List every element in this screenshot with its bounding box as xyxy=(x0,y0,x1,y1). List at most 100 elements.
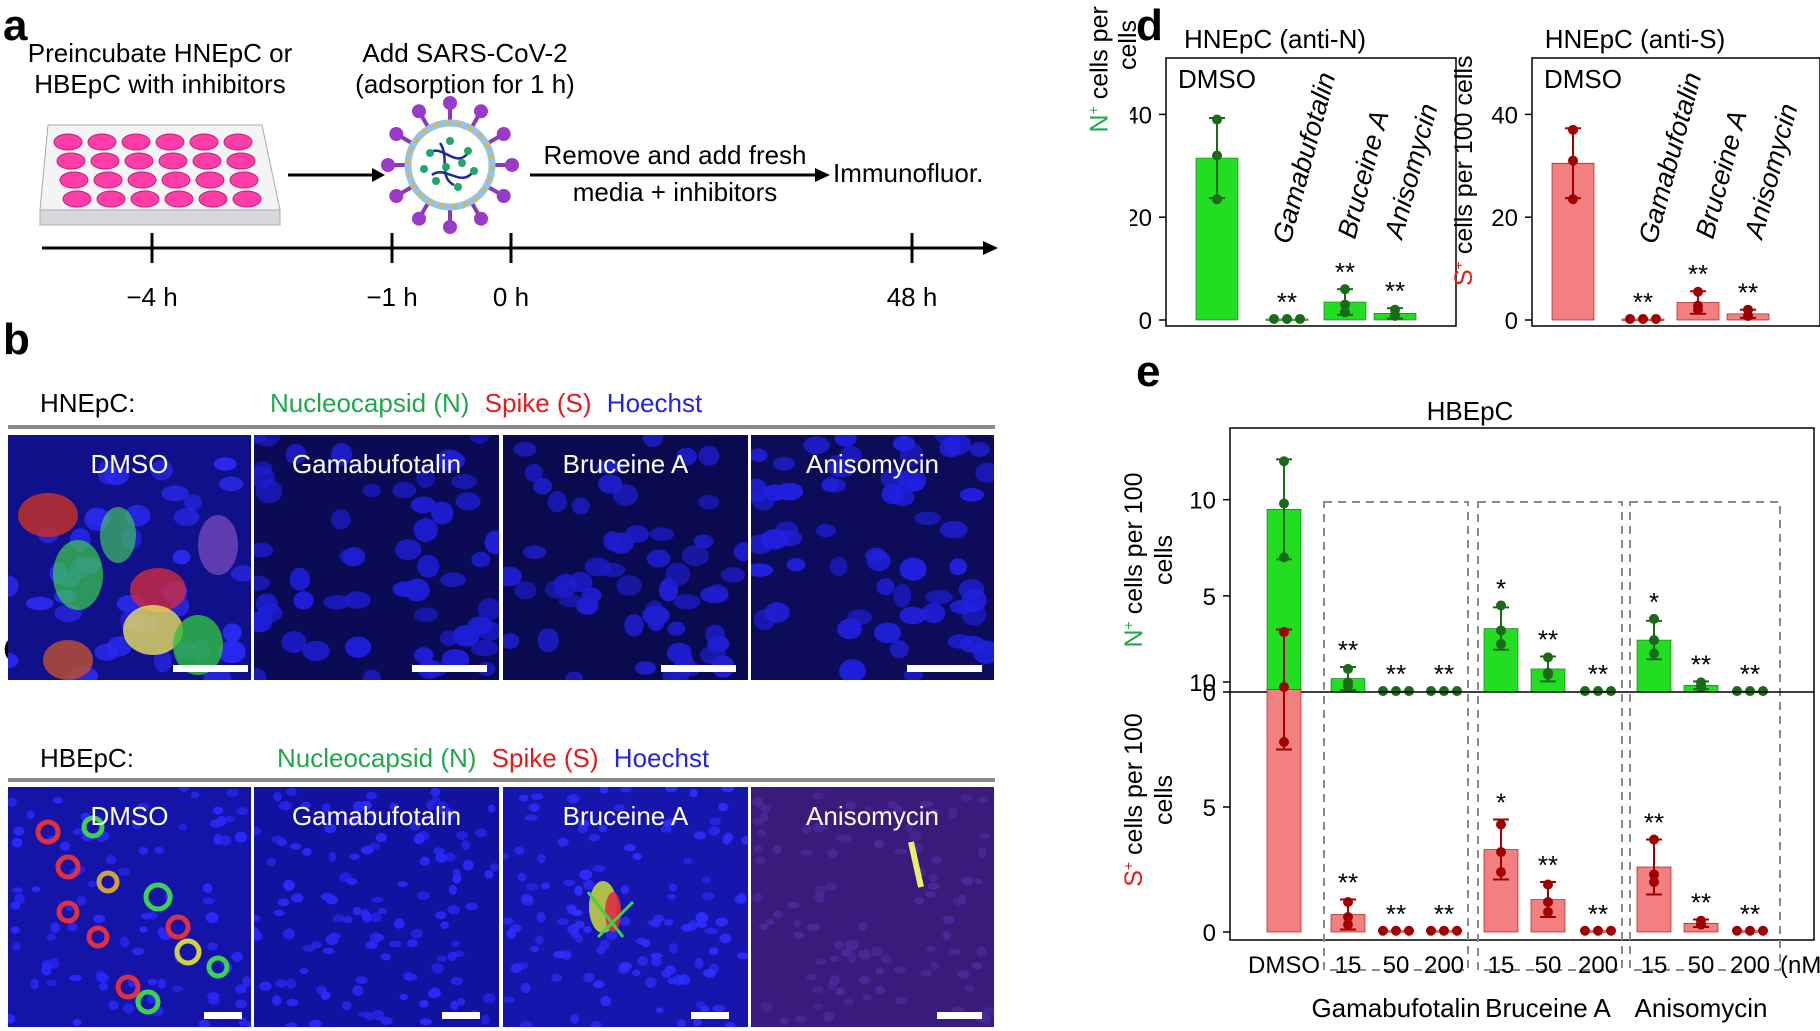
nucleus xyxy=(10,926,20,934)
data-point xyxy=(1452,686,1462,697)
chart-d-right-title: HNEpC (anti-S) xyxy=(1544,24,1726,54)
nucleus xyxy=(693,831,706,840)
nucleus xyxy=(925,946,937,953)
nucleus xyxy=(737,952,748,960)
nucleus xyxy=(858,951,869,958)
data-point xyxy=(1496,625,1506,636)
data-point xyxy=(1426,686,1436,697)
data-point xyxy=(1343,681,1353,692)
nucleus xyxy=(815,885,826,896)
nucleus xyxy=(528,803,540,813)
data-point xyxy=(1568,124,1578,135)
micrograph-c-anisomycin: Anisomycin xyxy=(751,787,994,1027)
nucleus xyxy=(289,567,310,591)
nucleus xyxy=(417,554,440,578)
nucleus xyxy=(410,928,423,939)
nucleus xyxy=(483,993,496,1004)
nucleus xyxy=(660,825,672,833)
nucleus xyxy=(322,803,331,813)
data-point xyxy=(1732,686,1742,697)
panel-label-a: a xyxy=(3,1,28,50)
nucleus xyxy=(281,631,307,654)
nucleus xyxy=(273,909,285,917)
nucleus xyxy=(880,954,892,964)
nucleus xyxy=(235,984,247,994)
nucleus xyxy=(273,791,282,802)
nucleus xyxy=(646,549,671,568)
nucleus xyxy=(503,996,515,1003)
nucleus xyxy=(283,879,295,891)
nucleus xyxy=(432,795,441,804)
step2-text: Add SARS-CoV-2 (adsorption for 1 h) xyxy=(330,38,600,100)
nucleus xyxy=(8,652,19,669)
arrow-head-icon-2 xyxy=(815,168,830,182)
nucleus xyxy=(590,1020,602,1027)
nucleus xyxy=(141,913,153,920)
nucleus xyxy=(889,640,909,659)
nucleus xyxy=(964,984,975,992)
nucleus xyxy=(700,586,729,604)
nucleus xyxy=(509,924,522,933)
nucleus xyxy=(409,820,422,831)
nucleus xyxy=(342,915,353,924)
ylabel-line2: cells xyxy=(1150,535,1178,585)
nucleus xyxy=(328,851,337,862)
data-point xyxy=(1606,925,1616,936)
nucleus xyxy=(760,1001,773,1013)
nucleus xyxy=(847,609,872,626)
nucleus xyxy=(948,807,958,819)
nucleus xyxy=(484,870,494,879)
nucleus xyxy=(302,847,312,856)
nucleus xyxy=(452,869,461,877)
nucleus xyxy=(759,923,769,930)
nucleus xyxy=(451,940,461,948)
well xyxy=(164,190,194,208)
nucleus xyxy=(880,467,909,489)
nucleus xyxy=(893,967,906,974)
nucleus xyxy=(430,787,441,797)
significance-label: ** xyxy=(1385,276,1405,306)
nucleus xyxy=(862,994,872,1001)
nucleus xyxy=(681,545,709,566)
nucleus xyxy=(571,497,590,515)
significance-label: ** xyxy=(1386,659,1406,689)
nucleus xyxy=(87,880,97,888)
nucleus xyxy=(447,905,460,915)
nucleus xyxy=(913,897,925,905)
nucleus xyxy=(536,911,546,923)
nucleus xyxy=(417,830,430,841)
nucleus xyxy=(309,1019,322,1027)
nucleus xyxy=(8,797,17,807)
chart-d: ** ** ** 0 20 40 ** ** ** 0 20 40 DMSO DMSO Gamabufota… xyxy=(1130,55,1820,335)
data-point xyxy=(1696,919,1706,930)
nucleus xyxy=(596,460,624,474)
nucleus xyxy=(346,818,360,827)
nucleus xyxy=(793,919,802,928)
nucleus xyxy=(444,852,456,862)
nucleus xyxy=(765,919,775,925)
nucleus xyxy=(632,853,642,860)
nucleus xyxy=(620,885,630,895)
nucleus xyxy=(540,882,550,890)
nucleus xyxy=(419,856,430,866)
nucleus xyxy=(517,962,529,970)
nucleus xyxy=(435,911,447,920)
nucleus xyxy=(667,893,676,900)
nucleus xyxy=(920,800,934,808)
data-point xyxy=(1568,155,1578,166)
panel-c-stain-legend: Nucleocapsid (N) Spike (S) Hoechst xyxy=(277,743,709,774)
data-point xyxy=(1391,925,1401,936)
nucleus xyxy=(708,947,719,956)
nucleus xyxy=(976,796,989,803)
nucleus xyxy=(760,813,769,822)
data-point xyxy=(1295,313,1305,324)
nucleus xyxy=(704,927,718,935)
nucleus xyxy=(813,1003,824,1010)
nucleus xyxy=(579,869,593,880)
significance-label: ** xyxy=(1434,899,1454,929)
nucleus xyxy=(471,551,491,568)
nucleus xyxy=(567,794,580,804)
nucleus xyxy=(619,916,631,926)
nucleus xyxy=(365,791,377,800)
nucleus xyxy=(198,1019,210,1027)
